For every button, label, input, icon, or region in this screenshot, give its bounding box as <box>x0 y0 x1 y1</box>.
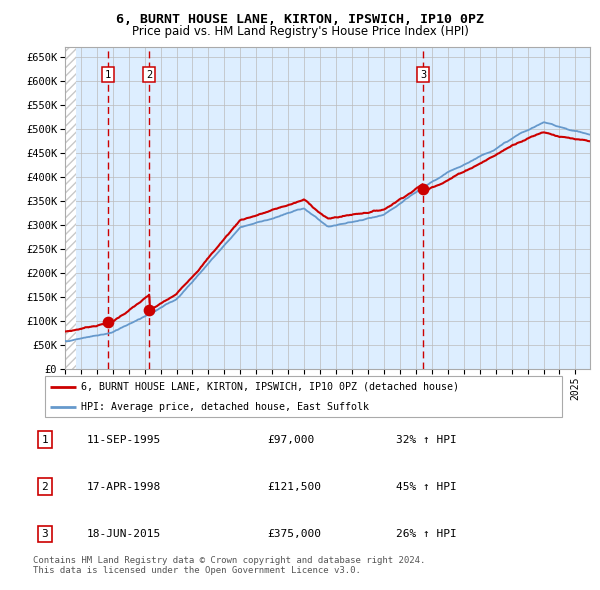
Text: 3: 3 <box>420 70 427 80</box>
Text: 3: 3 <box>41 529 49 539</box>
Text: £375,000: £375,000 <box>267 529 321 539</box>
Text: £97,000: £97,000 <box>267 435 314 444</box>
Text: 1: 1 <box>105 70 111 80</box>
Text: 1: 1 <box>41 435 49 444</box>
Text: 6, BURNT HOUSE LANE, KIRTON, IPSWICH, IP10 0PZ (detached house): 6, BURNT HOUSE LANE, KIRTON, IPSWICH, IP… <box>82 382 460 392</box>
FancyBboxPatch shape <box>44 376 562 417</box>
Text: Price paid vs. HM Land Registry's House Price Index (HPI): Price paid vs. HM Land Registry's House … <box>131 25 469 38</box>
Text: £121,500: £121,500 <box>267 482 321 491</box>
Point <box>103 317 113 327</box>
Bar <box>65 33 76 369</box>
Text: HPI: Average price, detached house, East Suffolk: HPI: Average price, detached house, East… <box>82 402 370 412</box>
Text: 11-SEP-1995: 11-SEP-1995 <box>87 435 161 444</box>
Text: 2: 2 <box>146 70 152 80</box>
Text: 6, BURNT HOUSE LANE, KIRTON, IPSWICH, IP10 0PZ: 6, BURNT HOUSE LANE, KIRTON, IPSWICH, IP… <box>116 13 484 26</box>
Text: 2: 2 <box>41 482 49 491</box>
Text: 26% ↑ HPI: 26% ↑ HPI <box>396 529 457 539</box>
Point <box>418 184 428 194</box>
Text: 18-JUN-2015: 18-JUN-2015 <box>87 529 161 539</box>
Text: 32% ↑ HPI: 32% ↑ HPI <box>396 435 457 444</box>
Point <box>145 306 154 315</box>
Text: Contains HM Land Registry data © Crown copyright and database right 2024.
This d: Contains HM Land Registry data © Crown c… <box>33 556 425 575</box>
Text: 45% ↑ HPI: 45% ↑ HPI <box>396 482 457 491</box>
Text: 17-APR-1998: 17-APR-1998 <box>87 482 161 491</box>
